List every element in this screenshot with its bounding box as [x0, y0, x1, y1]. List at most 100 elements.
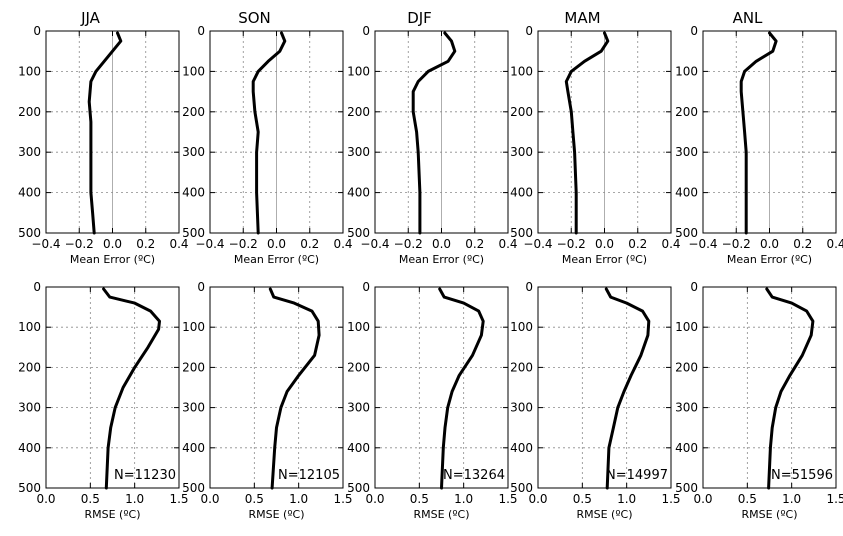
x-tick-label: 0.4 — [333, 237, 352, 251]
x-tick-label: 0.5 — [410, 492, 429, 506]
y-tick-label: 200 — [18, 360, 41, 374]
series-line — [765, 287, 815, 490]
x-tick-label: −0.4 — [195, 237, 224, 251]
x-tick-label: −0.4 — [688, 237, 717, 251]
y-tick-label: 500 — [182, 481, 205, 495]
series-line — [251, 31, 287, 235]
y-tick-label: 400 — [510, 186, 533, 200]
y-tick-label: 200 — [182, 360, 205, 374]
y-tick-label: 500 — [18, 226, 41, 240]
y-tick-label: 300 — [510, 145, 533, 159]
y-tick-label: 400 — [18, 441, 41, 455]
panel-7: 0.0 0.5 1.0 1.5 0 100 200 300 400 500 RMSE (ºC) N=1… — [182, 280, 352, 521]
y-tick-label: 100 — [510, 320, 533, 334]
x-tick-label: 0.0 — [595, 237, 614, 251]
x-axis-label: Mean Error (ºC) — [562, 253, 647, 266]
y-tick-label: 0 — [690, 280, 698, 294]
x-tick-label: 0.0 — [365, 492, 384, 506]
y-tick-label: 500 — [510, 226, 533, 240]
series-line — [87, 31, 123, 235]
x-tick-label: 0.0 — [760, 237, 779, 251]
plot-frame — [45, 286, 180, 489]
panel-3: −0.4 −0.2 0.0 0.2 0.4 0 100 200 300 400 500 Mean Er… — [347, 9, 517, 266]
y-tick-label: 200 — [675, 360, 698, 374]
x-tick-label: 0.4 — [498, 237, 517, 251]
x-tick-label: 1.0 — [617, 492, 636, 506]
y-tick-label: 300 — [182, 401, 205, 415]
y-tick-label: 400 — [182, 441, 205, 455]
y-tick-label: 0 — [525, 280, 533, 294]
series-line — [411, 31, 457, 235]
x-tick-label: −0.2 — [65, 237, 94, 251]
series-line — [564, 31, 610, 235]
panel-title: JJA — [80, 9, 101, 27]
y-tick-label: 200 — [510, 105, 533, 119]
x-tick-label: −0.2 — [229, 237, 258, 251]
y-tick-label: 100 — [675, 320, 698, 334]
panel-6: 0.0 0.5 1.0 1.5 0 100 200 300 400 500 RMSE (ºC) N=1… — [18, 280, 188, 521]
x-tick-label: 1.5 — [498, 492, 517, 506]
x-tick-label: 0.5 — [245, 492, 264, 506]
x-tick-label: −0.2 — [394, 237, 423, 251]
y-tick-label: 300 — [18, 401, 41, 415]
sample-count-annotation: N=13264 — [443, 468, 505, 483]
panel-title: MAM — [564, 9, 600, 27]
x-tick-label: 0.2 — [136, 237, 155, 251]
series-line — [438, 287, 485, 490]
y-tick-label: 0 — [197, 280, 205, 294]
x-tick-label: 0.4 — [661, 237, 680, 251]
x-tick-label: −0.4 — [523, 237, 552, 251]
series-line — [268, 287, 321, 490]
y-tick-label: 500 — [18, 481, 41, 495]
x-tick-label: −0.4 — [31, 237, 60, 251]
y-tick-label: 300 — [18, 145, 41, 159]
x-tick-label: 0.5 — [738, 492, 757, 506]
y-tick-label: 400 — [347, 441, 370, 455]
y-tick-label: 100 — [18, 320, 41, 334]
panel-10: 0.0 0.5 1.0 1.5 0 100 200 300 400 500 RMSE (ºC) N=5… — [675, 280, 843, 521]
y-tick-label: 400 — [675, 441, 698, 455]
y-tick-label: 0 — [525, 24, 533, 38]
y-tick-label: 300 — [510, 401, 533, 415]
y-tick-label: 0 — [690, 24, 698, 38]
x-tick-label: 1.0 — [454, 492, 473, 506]
y-tick-label: 500 — [347, 226, 370, 240]
sample-count-annotation: N=12105 — [278, 468, 340, 483]
x-tick-label: 1.5 — [333, 492, 352, 506]
y-tick-label: 100 — [182, 64, 205, 78]
x-tick-label: 0.4 — [826, 237, 843, 251]
y-tick-label: 0 — [362, 280, 370, 294]
y-tick-label: 0 — [33, 24, 41, 38]
x-tick-label: 0.0 — [103, 237, 122, 251]
x-tick-label: 1.0 — [125, 492, 144, 506]
panel-title: DJF — [407, 9, 432, 27]
x-tick-label: 1.0 — [289, 492, 308, 506]
x-axis-label: Mean Error (ºC) — [399, 253, 484, 266]
y-tick-label: 500 — [675, 481, 698, 495]
plot-frame — [537, 286, 672, 489]
panel-title: ANL — [733, 9, 763, 27]
x-axis-label: Mean Error (ºC) — [234, 253, 319, 266]
x-tick-label: 0.5 — [573, 492, 592, 506]
panel-8: 0.0 0.5 1.0 1.5 0 100 200 300 400 500 RMSE (ºC) N=1… — [347, 280, 517, 521]
y-tick-label: 400 — [18, 186, 41, 200]
series-line — [739, 31, 778, 235]
x-axis-label: Mean Error (ºC) — [70, 253, 155, 266]
y-tick-label: 0 — [33, 280, 41, 294]
y-tick-label: 300 — [675, 145, 698, 159]
panel-1: −0.4 −0.2 0.0 0.2 0.4 0 100 200 300 400 500 Mean Er… — [18, 9, 188, 266]
x-axis-label: RMSE (ºC) — [248, 508, 304, 521]
y-tick-label: 500 — [510, 481, 533, 495]
sample-count-annotation: N=51596 — [771, 468, 833, 483]
y-tick-label: 300 — [347, 401, 370, 415]
series-line — [604, 287, 651, 490]
y-tick-label: 400 — [182, 186, 205, 200]
panel-2: −0.4 −0.2 0.0 0.2 0.4 0 100 200 300 400 500 Mean Er… — [182, 9, 352, 266]
x-tick-label: 0.2 — [628, 237, 647, 251]
y-tick-label: 300 — [675, 401, 698, 415]
x-tick-label: 0.0 — [693, 492, 712, 506]
y-tick-label: 200 — [182, 105, 205, 119]
panel-title: SON — [238, 9, 271, 27]
panel-5: −0.4 −0.2 0.0 0.2 0.4 0 100 200 300 400 500 Mean Er… — [675, 9, 843, 266]
y-tick-label: 500 — [347, 481, 370, 495]
